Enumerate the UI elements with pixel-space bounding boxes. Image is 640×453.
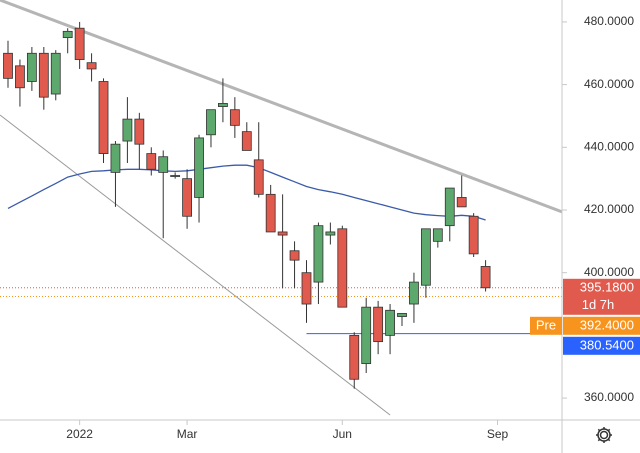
moving-average (7, 164, 486, 221)
price-label: 392.4000 (580, 318, 634, 333)
x-tick-label: Sep (487, 427, 509, 441)
price-label-box (563, 336, 640, 355)
candle-body (265, 193, 276, 233)
candle-body (420, 228, 431, 286)
candle-body (122, 118, 133, 142)
candle-body (218, 103, 228, 107)
candle-body (110, 143, 121, 173)
candle-body (3, 52, 13, 79)
candle-body (146, 153, 157, 170)
trendline (0, 0, 562, 214)
candle-body (158, 156, 169, 173)
candle-body (385, 309, 395, 336)
candle-body (98, 81, 109, 154)
candle-body (170, 175, 181, 177)
x-tick-label: Mar (177, 427, 198, 441)
candle-body (182, 178, 192, 217)
candle-body (480, 266, 491, 289)
candle-body (361, 306, 372, 364)
candle-body (432, 228, 443, 242)
candle-body (38, 52, 49, 98)
candle-body (206, 109, 216, 136)
price-tag-box (530, 316, 562, 335)
y-tick-label: 440.0000 (584, 139, 634, 153)
candle-body (277, 231, 288, 236)
y-tick-label: 420.0000 (584, 202, 634, 216)
price-label-box (563, 278, 640, 315)
candle-body (373, 306, 384, 343)
candle-body (301, 272, 312, 305)
candle-body (468, 215, 479, 255)
price-tag: Pre (536, 318, 556, 333)
candle-body (229, 109, 240, 126)
y-tick-label: 480.0000 (584, 14, 634, 28)
candle-body (134, 118, 145, 145)
candle-body (241, 131, 252, 151)
candle-body (444, 187, 455, 227)
candle-body (86, 62, 97, 70)
candle-body (62, 30, 73, 39)
price-sublabel: 1d 7h (582, 297, 615, 312)
price-label-box (563, 316, 640, 335)
candle-body (253, 159, 264, 195)
candle-body (313, 225, 324, 283)
candle-body (349, 334, 360, 380)
candle-body (456, 197, 467, 208)
candle-body (409, 281, 419, 305)
candle-body (15, 65, 25, 89)
candle-body (325, 231, 336, 236)
y-tick-label: 400.0000 (584, 265, 634, 279)
plot-area (0, 0, 562, 416)
candle-body (337, 228, 348, 308)
axes: 360.0000 400.0000 420.0000 440.0000 460.0000… (66, 14, 640, 441)
candle-body (26, 52, 37, 82)
settings-icon[interactable] (596, 427, 612, 443)
y-tick-label: 460.0000 (584, 77, 634, 91)
price-label: 395.1800 (580, 280, 634, 295)
candle-body (50, 52, 61, 95)
price-label: 380.5400 (580, 338, 634, 353)
trendline (0, 114, 391, 416)
y-tick-label: 360.0000 (584, 390, 634, 404)
x-tick-label: Jun (333, 427, 352, 441)
candle-body (74, 27, 85, 60)
candle-body (289, 250, 300, 261)
x-tick-label: 2022 (66, 427, 93, 441)
candle-body (397, 313, 407, 317)
candle-body (194, 137, 204, 198)
